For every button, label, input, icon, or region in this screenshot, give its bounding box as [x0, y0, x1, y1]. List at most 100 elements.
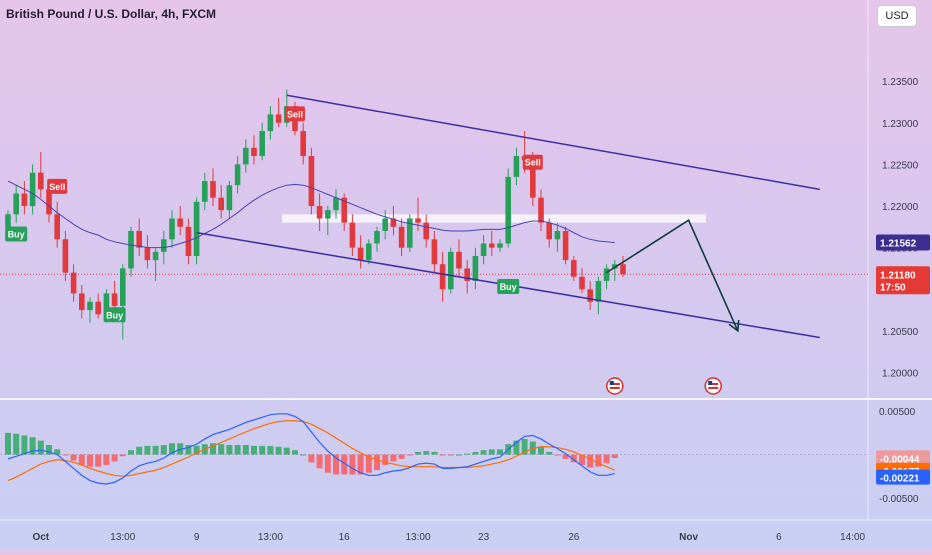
candle-body — [111, 293, 118, 306]
candle-body — [341, 197, 347, 223]
signal-label: Buy — [106, 310, 123, 320]
event-flag-stripe — [609, 387, 620, 389]
macd-histogram-bar — [365, 454, 372, 473]
candle-body — [103, 293, 110, 315]
time-axis[interactable]: Oct 13:00 9 13:00 16 13:00 23 26 Nov 6 14:00 — [32, 532, 865, 543]
macd-histogram-bar — [218, 444, 225, 455]
candle-body — [152, 251, 159, 261]
macd-histogram-bar — [316, 454, 323, 469]
candle-body — [87, 301, 93, 311]
macd-histogram-bar — [160, 445, 167, 455]
channel-upper-line[interactable] — [286, 94, 820, 191]
macd-histogram-bar — [259, 445, 266, 455]
signal-label: Sell — [49, 182, 65, 192]
macd-histogram-bar — [103, 454, 110, 465]
current-price-tag-text: 1.21180 — [880, 270, 916, 281]
candle-body — [382, 218, 388, 231]
macd-histogram-tag-bg — [876, 450, 930, 466]
candle-body — [5, 214, 11, 227]
currency-button[interactable]: USD — [877, 5, 917, 27]
signal-sell: Sell — [285, 106, 305, 122]
ma-value-tag: 1.21562 — [876, 234, 930, 251]
macd-histogram-bar — [480, 450, 487, 455]
time-tick-label: 14:00 — [840, 532, 865, 543]
candle-body — [226, 185, 233, 211]
macd-histogram-bar — [570, 454, 577, 463]
time-tick-label: 9 — [194, 532, 200, 543]
candle-body — [571, 260, 577, 277]
ma-value-tag-text: 1.21562 — [880, 238, 917, 249]
macd-value-tag: -0.00221 — [876, 469, 930, 485]
macd-histogram-bar — [341, 454, 348, 475]
macd-histogram-bar — [283, 447, 290, 455]
macd-pane[interactable] — [0, 413, 868, 485]
candle-body — [144, 247, 151, 261]
macd-histogram-bar — [587, 454, 594, 468]
candle-body — [423, 222, 429, 240]
macd-histogram-bar — [324, 454, 331, 473]
candle-body — [300, 131, 306, 157]
signal-buy: Buy — [103, 307, 126, 323]
macd-histogram-bar — [300, 454, 307, 456]
candle-body — [349, 222, 356, 248]
macd-histogram-bar — [62, 454, 69, 456]
candle-body — [193, 201, 200, 256]
moving-average-line[interactable] — [7, 180, 615, 249]
candle-body — [177, 218, 183, 227]
signal-badge — [47, 178, 68, 194]
macd-histogram-bar — [144, 445, 151, 455]
macd-histogram-bar — [423, 451, 430, 455]
macd-histogram-bar — [54, 449, 61, 455]
time-tick-label: 26 — [568, 532, 580, 543]
candle-body — [161, 239, 167, 252]
macd-histogram-bar — [497, 449, 503, 455]
macd-histogram-bar — [382, 454, 389, 465]
projection-path[interactable] — [606, 218, 739, 332]
macd-histogram-bar — [111, 454, 118, 462]
price-tick-label: 1.20500 — [882, 327, 919, 338]
macd-histogram-bar — [29, 437, 36, 455]
macd-histogram-bar — [21, 435, 28, 455]
time-tick-label: 23 — [478, 532, 490, 543]
macd-histogram-bar — [70, 454, 77, 461]
candle-body — [357, 247, 364, 261]
candle-body — [480, 243, 487, 256]
resistance-zone[interactable] — [282, 214, 706, 223]
candle-body — [366, 243, 372, 261]
price-axis[interactable]: 1.235001.230001.225001.220001.215001.210… — [882, 77, 919, 379]
time-tick-label: Nov — [679, 532, 698, 543]
macd-histogram-bar — [119, 454, 126, 457]
signal-label: Sell — [287, 109, 303, 119]
signal-label: Buy — [8, 230, 25, 240]
macd-histogram-bar — [415, 451, 421, 455]
candle-body — [29, 172, 36, 207]
candle-body — [398, 226, 405, 248]
candle-body — [448, 251, 454, 290]
candle-body — [136, 230, 142, 248]
macd-signal-line — [7, 420, 616, 482]
candle-body — [333, 197, 339, 211]
candle-body — [587, 289, 593, 302]
candle-body — [595, 280, 602, 302]
macd-histogram-bar — [210, 443, 216, 455]
price-tick-label: 1.20000 — [882, 369, 919, 380]
price-tick-label: 1.22000 — [882, 202, 919, 213]
macd-histogram-bar — [611, 454, 618, 458]
candle-body — [489, 243, 495, 248]
candle-body — [407, 218, 413, 248]
candle-body — [120, 268, 126, 306]
time-tick-label: 13:00 — [258, 532, 283, 543]
candle-body — [464, 268, 470, 281]
price-tick-label: 1.23000 — [882, 119, 919, 130]
macd-histogram-bar — [439, 454, 446, 456]
macd-histogram-bar — [128, 450, 134, 455]
macd-histogram-bar — [472, 451, 479, 455]
signal-buy: Buy — [5, 226, 28, 242]
macd-histogram-bar — [488, 449, 495, 455]
candle-body — [243, 147, 249, 165]
candle-body — [202, 181, 208, 202]
macd-histogram-bar — [234, 445, 241, 455]
candle-body — [562, 230, 569, 261]
